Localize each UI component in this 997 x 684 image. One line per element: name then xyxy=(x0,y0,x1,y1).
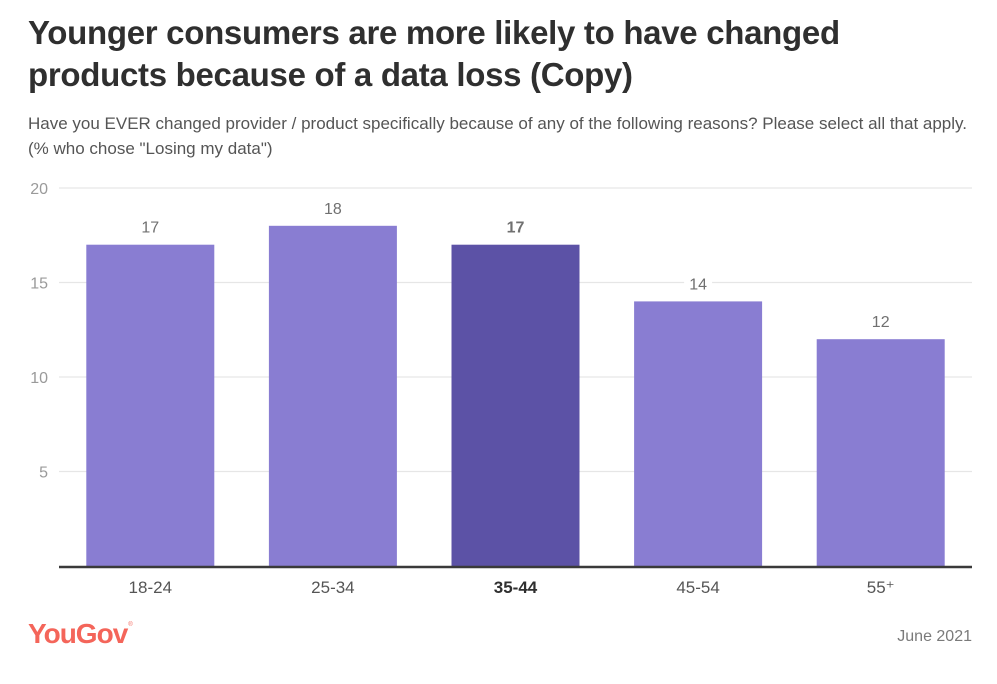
value-label: 17 xyxy=(141,220,159,237)
brand-name: YouGov xyxy=(28,618,128,649)
x-tick-label: 35-44 xyxy=(494,578,538,597)
x-axis-ticks: 18-24 25-34 35-44 45-54 55⁺ xyxy=(129,578,895,597)
bar-55+ xyxy=(816,339,945,566)
value-label: 18 xyxy=(324,201,342,218)
bars xyxy=(86,225,945,567)
value-label: 17 xyxy=(507,220,525,237)
yougov-logo: YouGov® xyxy=(28,618,133,650)
value-label: 12 xyxy=(872,314,890,331)
y-axis-ticks: 5 10 15 20 xyxy=(30,181,48,482)
y-tick-label: 20 xyxy=(30,181,48,198)
bar-35-44 xyxy=(451,244,580,566)
value-label-bg xyxy=(318,195,347,216)
y-tick-label: 5 xyxy=(39,465,48,482)
bar-45-54 xyxy=(634,301,763,566)
value-label-bg xyxy=(684,271,713,292)
x-tick-label: 55⁺ xyxy=(867,578,895,597)
value-label: 14 xyxy=(689,276,707,293)
bar-18-24 xyxy=(86,244,215,566)
y-tick-label: 10 xyxy=(30,370,48,387)
value-labels: 17 18 17 14 12 xyxy=(136,195,895,331)
bar-25-34 xyxy=(268,225,397,567)
value-label-bg xyxy=(136,214,165,235)
chart-subtitle: Have you EVER changed provider / product… xyxy=(28,114,968,158)
x-tick-label: 25-34 xyxy=(311,578,354,597)
chart-title: Younger consumers are more likely to hav… xyxy=(28,14,840,93)
registered-mark: ® xyxy=(128,622,133,628)
x-tick-label: 18-24 xyxy=(129,578,172,597)
x-tick-label: 45-54 xyxy=(676,578,719,597)
y-tick-label: 15 xyxy=(30,276,48,293)
value-label-bg xyxy=(501,214,530,235)
value-label-bg xyxy=(866,309,895,330)
date-note: June 2021 xyxy=(897,628,972,645)
